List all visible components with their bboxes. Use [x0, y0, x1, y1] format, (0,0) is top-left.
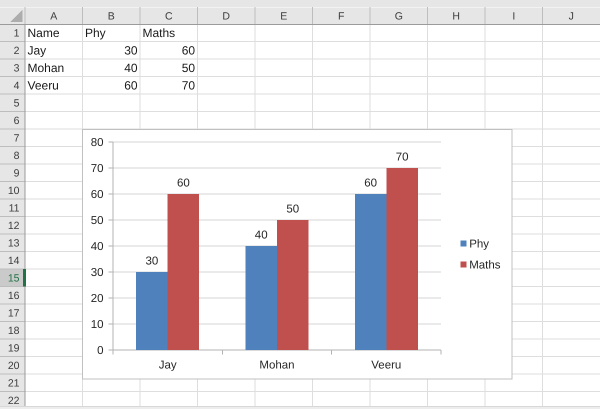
svg-text:14: 14 [8, 255, 20, 267]
svg-text:20: 20 [8, 360, 20, 372]
svg-text:70: 70 [182, 79, 196, 93]
svg-text:30: 30 [146, 256, 159, 268]
svg-text:13: 13 [8, 238, 20, 250]
svg-text:70: 70 [91, 163, 104, 175]
svg-text:8: 8 [14, 150, 20, 162]
svg-text:11: 11 [9, 203, 20, 215]
svg-text:Maths: Maths [143, 26, 176, 40]
svg-text:40: 40 [124, 61, 138, 75]
svg-text:60: 60 [182, 44, 196, 58]
svg-text:4: 4 [14, 80, 20, 92]
svg-text:Jay: Jay [28, 44, 47, 58]
svg-text:H: H [452, 11, 460, 23]
svg-text:60: 60 [177, 178, 190, 190]
svg-text:6: 6 [14, 115, 20, 127]
svg-text:D: D [222, 11, 230, 23]
svg-text:50: 50 [286, 204, 299, 216]
svg-text:C: C [165, 11, 173, 23]
svg-text:16: 16 [8, 290, 20, 302]
svg-text:0: 0 [97, 345, 103, 357]
svg-text:A: A [50, 11, 57, 23]
svg-text:60: 60 [91, 189, 104, 201]
svg-text:21: 21 [8, 378, 20, 390]
svg-text:10: 10 [91, 319, 104, 331]
svg-text:17: 17 [8, 308, 20, 320]
svg-text:19: 19 [8, 343, 20, 355]
svg-text:5: 5 [14, 98, 20, 110]
svg-text:G: G [395, 11, 403, 23]
svg-text:15: 15 [8, 273, 20, 285]
svg-text:50: 50 [91, 215, 104, 227]
svg-text:J: J [569, 11, 574, 23]
svg-text:60: 60 [124, 79, 138, 93]
svg-text:I: I [512, 11, 515, 23]
svg-text:50: 50 [182, 61, 196, 75]
svg-text:70: 70 [396, 152, 409, 164]
svg-text:20: 20 [91, 293, 104, 305]
svg-text:7: 7 [14, 133, 20, 145]
svg-text:10: 10 [8, 185, 20, 197]
svg-text:1: 1 [14, 28, 20, 40]
svg-text:12: 12 [8, 220, 20, 232]
svg-text:2: 2 [14, 45, 20, 57]
svg-text:Mohan: Mohan [28, 61, 65, 75]
svg-text:30: 30 [91, 267, 104, 279]
svg-text:18: 18 [8, 325, 20, 337]
svg-text:22: 22 [8, 395, 20, 407]
svg-text:60: 60 [364, 178, 377, 190]
svg-text:Mohan: Mohan [259, 360, 294, 372]
svg-text:E: E [280, 11, 287, 23]
svg-text:30: 30 [124, 44, 138, 58]
svg-text:F: F [338, 11, 344, 23]
svg-text:Veeru: Veeru [371, 360, 401, 372]
svg-text:Maths: Maths [469, 259, 501, 271]
svg-text:80: 80 [91, 137, 104, 149]
svg-text:40: 40 [91, 241, 104, 253]
svg-text:9: 9 [14, 168, 20, 180]
svg-text:B: B [108, 11, 115, 23]
svg-text:40: 40 [255, 230, 268, 242]
svg-text:Phy: Phy [85, 26, 106, 40]
svg-text:Veeru: Veeru [28, 79, 59, 93]
svg-text:3: 3 [14, 63, 20, 75]
svg-text:Name: Name [28, 26, 60, 40]
svg-text:Phy: Phy [469, 238, 489, 250]
svg-text:Jay: Jay [159, 360, 177, 372]
